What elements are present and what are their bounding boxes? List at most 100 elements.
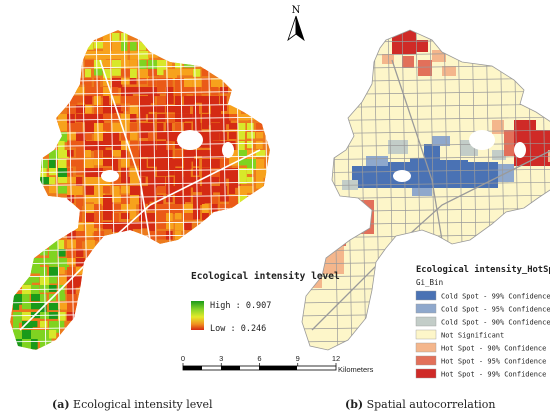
intensity-block <box>103 159 115 167</box>
intensity-block <box>121 123 130 132</box>
intensity-block <box>94 114 105 125</box>
intensity-legend: Ecological intensity level High : 0.907 … <box>191 271 340 334</box>
intensity-block <box>112 204 123 213</box>
intensity-block <box>193 195 205 205</box>
intensity-block <box>220 123 227 131</box>
intensity-block <box>193 96 203 103</box>
intensity-block <box>22 276 32 285</box>
hot-spot-90 <box>432 50 446 62</box>
intensity-block <box>130 105 139 117</box>
intensity-block <box>112 213 119 225</box>
intensity-block <box>58 123 69 131</box>
street-line <box>10 155 270 161</box>
intensity-block <box>67 114 75 124</box>
intensity-block <box>76 159 83 168</box>
north-arrow-right-half <box>295 15 305 42</box>
intensity-block <box>130 222 141 230</box>
intensity-block <box>157 114 166 122</box>
street-line <box>10 233 270 239</box>
intensity-block <box>94 159 106 166</box>
intensity-block <box>112 141 122 151</box>
intensity-block <box>76 195 84 207</box>
intensity-block <box>157 168 168 177</box>
intensity-block <box>40 258 51 265</box>
intensity-block <box>148 132 156 143</box>
scale-tick-label: 12 <box>332 354 340 363</box>
intensity-block <box>148 78 157 87</box>
intensity-block <box>58 177 68 184</box>
intensity-block <box>148 213 156 222</box>
intensity-block <box>49 159 56 170</box>
main-road <box>311 149 550 331</box>
intensity-block <box>184 213 196 220</box>
intensity-block <box>130 87 141 94</box>
intensity-block <box>148 87 160 97</box>
intensity-block <box>148 141 157 153</box>
intensity-block <box>67 267 76 279</box>
intensity-block <box>67 132 79 140</box>
intensity-block <box>49 285 57 292</box>
intensity-block <box>139 78 147 85</box>
intensity-block <box>247 123 254 131</box>
intensity-block <box>256 168 267 178</box>
intensity-block <box>103 123 111 131</box>
hotspot-legend-label: Hot Spot - 95% Confidence <box>441 358 546 366</box>
hotspot-legend-swatch <box>415 290 437 301</box>
intensity-block <box>85 213 96 223</box>
intensity-block <box>58 159 67 170</box>
intensity-block <box>175 69 184 76</box>
intensity-block <box>175 78 184 90</box>
intensity-block <box>211 123 223 133</box>
intensity-block <box>157 87 166 95</box>
intensity-block <box>184 69 193 76</box>
intensity-block <box>148 177 159 188</box>
intensity-block <box>40 168 47 180</box>
intensity-block <box>103 177 111 187</box>
intensity-block <box>238 123 246 133</box>
intensity-block <box>49 330 57 339</box>
intensity-block <box>139 96 151 107</box>
intensity-block <box>211 141 223 152</box>
intensity-block <box>175 168 184 180</box>
intensity-block <box>130 195 141 205</box>
intensity-block <box>67 123 76 132</box>
intensity-block <box>31 276 40 283</box>
intensity-block <box>40 177 52 185</box>
intensity-block <box>85 132 92 140</box>
intensity-block <box>121 105 129 112</box>
street-line <box>302 246 550 252</box>
intensity-block <box>76 177 83 187</box>
intensity-block <box>148 231 157 243</box>
intensity-block <box>184 150 195 162</box>
intensity-block <box>193 213 201 220</box>
intensity-block <box>85 186 97 195</box>
hot-spot-95 <box>418 60 432 76</box>
intensity-block <box>202 78 213 90</box>
intensity-block <box>40 294 47 304</box>
hot-spot-99 <box>536 130 550 166</box>
intensity-block <box>175 123 183 131</box>
intensity-block <box>175 159 183 167</box>
hot-spot-90 <box>382 54 394 64</box>
intensity-block <box>148 60 160 72</box>
intensity-block <box>211 177 220 184</box>
intensity-block <box>238 141 245 152</box>
hot-spot-95 <box>402 56 414 68</box>
intensity-block <box>67 249 76 260</box>
intensity-block <box>76 258 85 267</box>
intensity-block <box>103 114 111 121</box>
intensity-block <box>103 96 110 106</box>
intensity-block <box>76 105 86 114</box>
scale-tick-label: 9 <box>296 354 300 363</box>
intensity-block <box>49 321 60 333</box>
intensity-block <box>49 258 58 267</box>
intensity-block <box>13 321 19 331</box>
intensity-block <box>58 240 65 252</box>
intensity-block <box>58 132 68 143</box>
intensity-block <box>31 330 40 341</box>
north-arrow: N <box>287 5 305 42</box>
intensity-block <box>139 141 150 153</box>
intensity-block <box>85 168 95 178</box>
intensity-legend-title: Ecological intensity level <box>191 271 340 282</box>
hotspot-legend-swatch <box>415 329 437 340</box>
